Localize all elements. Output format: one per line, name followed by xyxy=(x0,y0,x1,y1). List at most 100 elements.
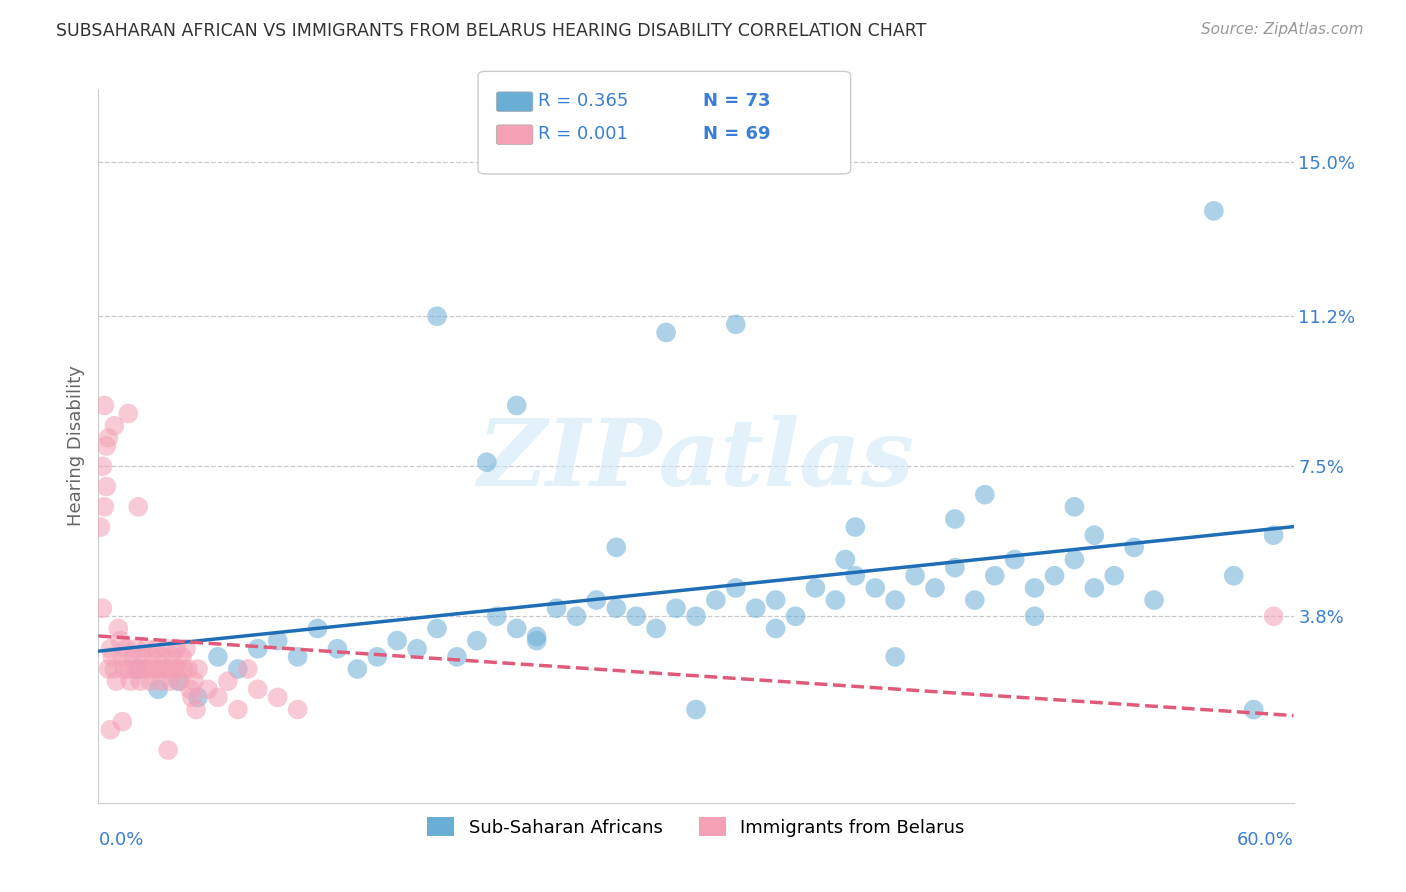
Point xyxy=(103,418,125,433)
Point xyxy=(160,649,183,664)
Point xyxy=(179,682,201,697)
Point xyxy=(159,674,181,689)
Point xyxy=(97,431,120,445)
Point xyxy=(724,318,747,332)
Point xyxy=(655,326,678,340)
Point xyxy=(155,641,177,656)
Point xyxy=(1063,500,1085,514)
Point xyxy=(326,641,349,656)
Point xyxy=(585,593,607,607)
Point xyxy=(605,541,627,555)
Point xyxy=(307,622,329,636)
Point xyxy=(1083,581,1105,595)
Point xyxy=(93,399,115,413)
Point xyxy=(143,662,166,676)
Point xyxy=(1202,203,1225,218)
Text: N = 73: N = 73 xyxy=(703,92,770,110)
Point xyxy=(111,649,134,664)
Point xyxy=(157,743,180,757)
Point xyxy=(884,649,907,664)
Point xyxy=(217,674,239,689)
Point xyxy=(506,399,529,413)
Point xyxy=(1104,568,1126,582)
Text: 60.0%: 60.0% xyxy=(1237,831,1294,849)
Point xyxy=(96,479,118,493)
Point xyxy=(785,609,807,624)
Point xyxy=(177,662,200,676)
Point xyxy=(141,649,163,664)
Point xyxy=(645,622,668,636)
Point xyxy=(167,674,190,689)
Point xyxy=(865,581,887,595)
Point xyxy=(1024,609,1046,624)
Text: R = 0.001: R = 0.001 xyxy=(538,125,628,143)
Point xyxy=(366,649,388,664)
Point xyxy=(506,622,529,636)
Point xyxy=(174,641,197,656)
Point xyxy=(236,662,259,676)
Point xyxy=(148,662,170,676)
Point xyxy=(163,662,186,676)
Point xyxy=(136,662,159,676)
Point xyxy=(125,641,148,656)
Point xyxy=(426,622,449,636)
Point xyxy=(98,723,122,737)
Point xyxy=(406,641,429,656)
Point xyxy=(157,662,180,676)
Point xyxy=(131,649,153,664)
Point xyxy=(765,593,787,607)
Point xyxy=(246,682,269,697)
Point xyxy=(150,649,173,664)
Point xyxy=(184,702,207,716)
Point xyxy=(685,609,707,624)
Point xyxy=(724,581,747,595)
Point xyxy=(943,560,966,574)
Point xyxy=(1123,541,1146,555)
Text: 0.0%: 0.0% xyxy=(98,831,143,849)
Point xyxy=(844,520,866,534)
Point xyxy=(943,512,966,526)
Point xyxy=(91,601,114,615)
Point xyxy=(526,633,548,648)
Point xyxy=(426,310,449,324)
Point xyxy=(127,500,149,514)
Point xyxy=(804,581,827,595)
Point xyxy=(89,520,111,534)
Y-axis label: Hearing Disability: Hearing Disability xyxy=(66,366,84,526)
Point xyxy=(963,593,986,607)
Legend: Sub-Saharan Africans, Immigrants from Belarus: Sub-Saharan Africans, Immigrants from Be… xyxy=(420,810,972,844)
Text: SUBSAHARAN AFRICAN VS IMMIGRANTS FROM BELARUS HEARING DISABILITY CORRELATION CHA: SUBSAHARAN AFRICAN VS IMMIGRANTS FROM BE… xyxy=(56,22,927,40)
Text: ZIPatlas: ZIPatlas xyxy=(478,416,914,505)
Point xyxy=(207,690,229,705)
Point xyxy=(145,641,167,656)
Point xyxy=(120,674,142,689)
Point xyxy=(884,593,907,607)
Point xyxy=(107,622,129,636)
Point xyxy=(149,674,172,689)
Point xyxy=(924,581,946,595)
Point xyxy=(105,674,128,689)
Point xyxy=(101,649,124,664)
Point xyxy=(96,439,118,453)
Point xyxy=(207,649,229,664)
Point xyxy=(834,552,856,566)
Point xyxy=(465,633,488,648)
Point xyxy=(984,568,1007,582)
Point xyxy=(111,714,134,729)
Point xyxy=(1223,568,1246,582)
Point xyxy=(267,690,290,705)
Point xyxy=(904,568,927,582)
Point xyxy=(187,662,209,676)
Point xyxy=(172,649,194,664)
Point xyxy=(124,662,146,676)
Point xyxy=(169,674,191,689)
Point xyxy=(1043,568,1066,582)
Point xyxy=(346,662,368,676)
Point xyxy=(475,455,498,469)
Point xyxy=(287,702,309,716)
Point xyxy=(446,649,468,664)
Point xyxy=(117,407,139,421)
Point xyxy=(197,682,219,697)
Text: Source: ZipAtlas.com: Source: ZipAtlas.com xyxy=(1201,22,1364,37)
Point xyxy=(91,459,114,474)
